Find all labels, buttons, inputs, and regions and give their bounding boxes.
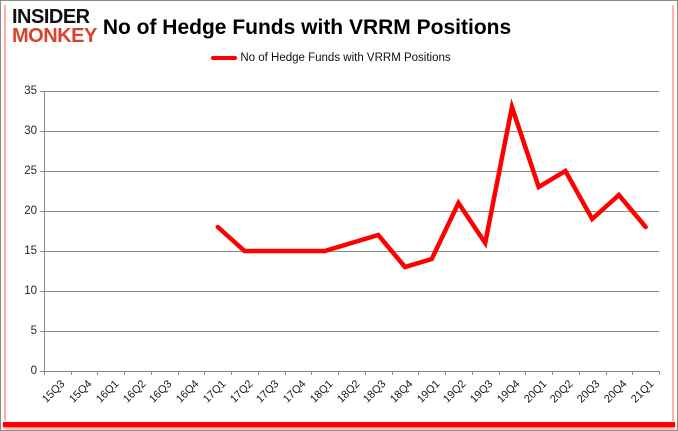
chart-title: No of Hedge Funds with VRRM Positions: [102, 16, 512, 39]
y-axis-tick-label: 5: [30, 325, 37, 337]
series-line: [215, 98, 648, 270]
legend-line-swatch: [211, 56, 238, 60]
insider-monkey-logo: INSIDER MONKEY: [12, 6, 97, 47]
legend-label: No of Hedge Funds with VRRM Positions: [240, 52, 451, 64]
logo-text-monkey: MONKEY: [12, 24, 97, 47]
y-axis-tick-label: 25: [24, 165, 37, 177]
frame-edge-right: [672, 5, 674, 421]
y-axis-tick-label: 20: [24, 205, 37, 217]
frame-edge-bottom: [3, 422, 675, 427]
y-axis-tick-label: 15: [24, 245, 37, 257]
y-axis-tick-label: 35: [24, 85, 37, 97]
y-axis-tick-label: 10: [24, 285, 37, 297]
legend: No of Hedge Funds with VRRM Positions: [1, 52, 661, 64]
logo-text-insider: INSIDER: [12, 6, 90, 28]
y-axis-tick-label: 30: [24, 125, 37, 137]
frame-edge-left: [4, 5, 6, 421]
y-axis-tick-label: 0: [30, 365, 37, 377]
